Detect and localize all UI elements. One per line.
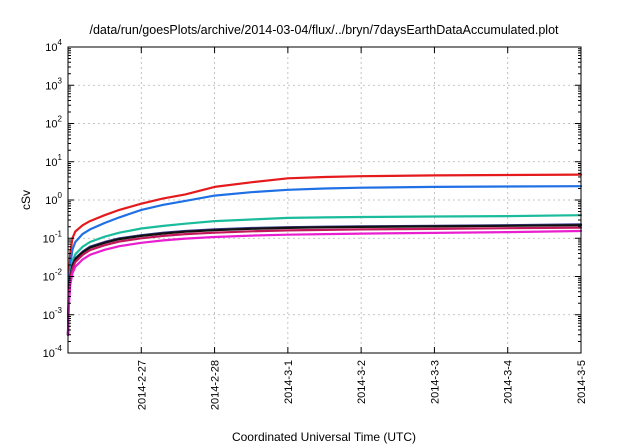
series-line-6 [66,226,583,336]
series-group [66,173,583,336]
x-tick-label: 2014-2-28 [210,360,222,410]
y-tick-label: 102 [45,115,62,131]
x-tick-label: 2014-3-2 [356,360,368,404]
y-tick-label: 10-2 [43,268,63,284]
y-axis-label: cSv [19,190,33,210]
chart-title: /data/run/goesPlots/archive/2014-03-04/f… [89,23,559,37]
x-axis-label: Coordinated Universal Time (UTC) [232,430,416,444]
x-tick-label: 2014-3-5 [576,360,588,404]
y-tick-label: 10-1 [43,229,63,245]
x-tick-label: 2014-3-3 [429,360,441,404]
series-line-4 [66,223,583,336]
series-line-2 [66,185,583,336]
x-tick-label: 2014-3-1 [283,360,295,404]
grid [68,47,581,353]
series-line-7 [66,229,583,336]
y-tick-label: 100 [45,191,62,207]
y-tick-label: 10-4 [43,344,63,360]
x-tick-labels: 2014-2-27 2014-2-28 2014-3-1 2014-3-2 2014-3… [136,360,588,410]
series-line-5 [66,224,583,336]
y-tick-label: 101 [45,153,62,169]
x-tick-label: 2014-3-4 [503,360,515,404]
y-tick-label: 103 [45,76,62,92]
plot-frame [67,46,582,354]
y-tick-labels: 10-4 10-3 10-2 10-1 100 101 102 103 104 [43,38,63,360]
series-line-3 [66,214,583,336]
y-tick-label: 104 [45,38,62,54]
series-line-1 [66,173,583,336]
x-tick-label: 2014-2-27 [136,360,148,410]
y-tick-label: 10-3 [43,306,63,322]
